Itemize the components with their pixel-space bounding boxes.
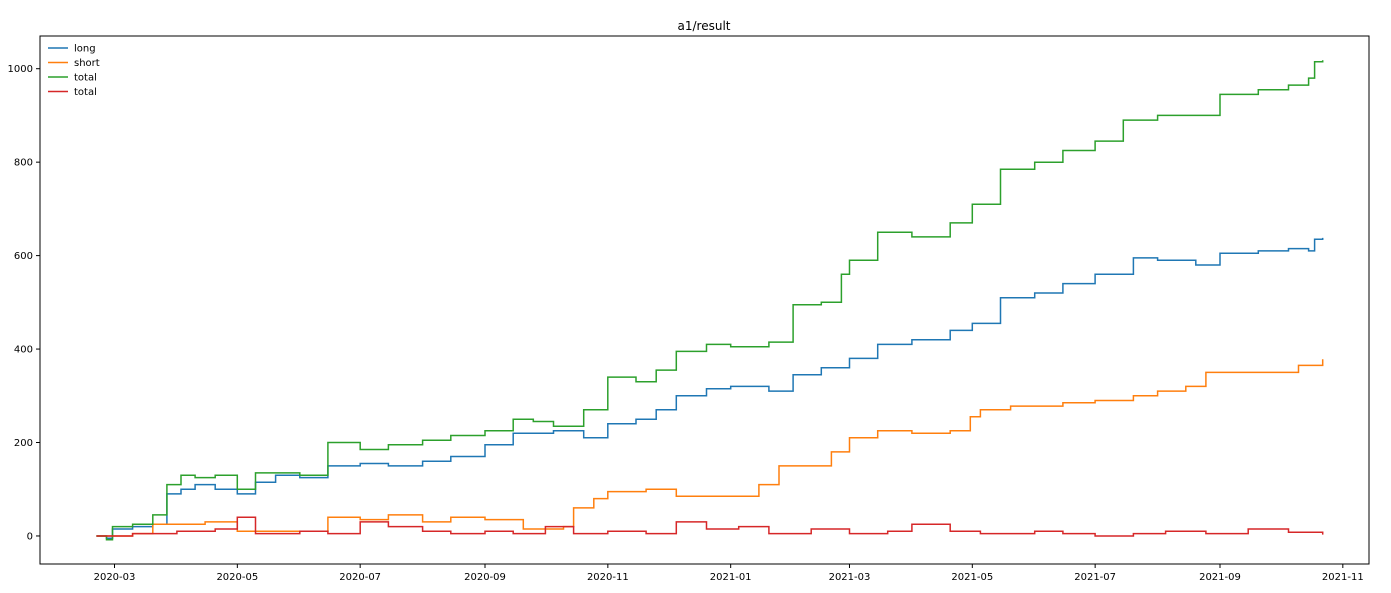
x-tick-label: 2020-07 [339,572,381,583]
series-line-2 [96,60,1324,541]
legend-label: total [74,73,97,84]
series-lines [96,60,1324,541]
plot-frame [39,35,1370,565]
legend-label: total [74,87,97,98]
series-line-3 [96,516,1324,537]
x-tick-label: 2021-07 [1074,572,1116,583]
x-tick-label: 2021-09 [1199,572,1241,583]
x-tick-label: 2021-03 [829,572,871,583]
axes: 2020-03 2020-05 2020-07 2020-09 2020-11 2021-… [8,64,1364,583]
x-tick-label: 2020-09 [464,572,506,583]
x-tick-label: 2021-05 [951,572,993,583]
x-tick-label: 2021-11 [1322,572,1364,583]
series-line-1 [96,359,1324,537]
y-tick-label: 800 [14,158,33,169]
y-tick-label: 400 [14,345,33,356]
legend-label: short [74,58,100,69]
chart-title: a1/result [678,19,731,33]
series-line-0 [96,237,1324,540]
x-tick-label: 2020-05 [216,572,258,583]
x-tick-label: 2020-03 [94,572,136,583]
y-tick-label: 200 [14,438,33,449]
x-tick-label: 2021-01 [710,572,752,583]
y-tick-label: 1000 [8,64,33,75]
y-tick-label: 600 [14,251,33,262]
legend: long short total total [48,44,100,98]
legend-label: long [74,44,96,55]
x-tick-label: 2020-11 [587,572,629,583]
y-tick-label: 0 [27,531,33,542]
